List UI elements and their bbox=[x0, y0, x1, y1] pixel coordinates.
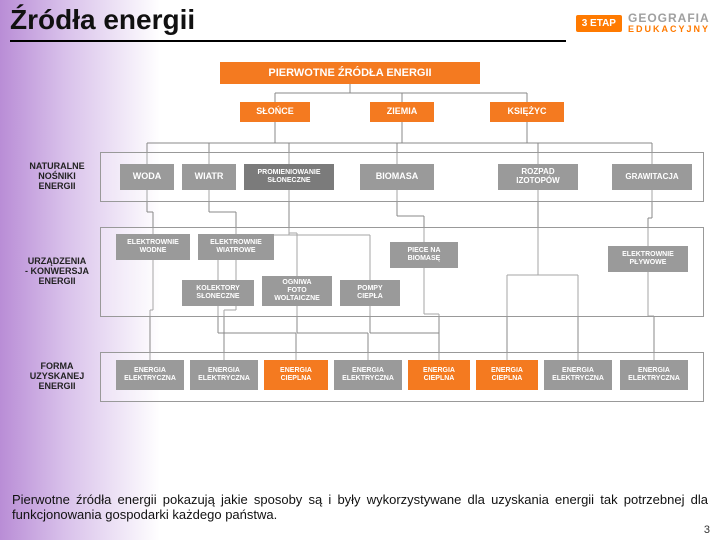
node-en7: ENERGIA ELEKTRYCZNA bbox=[544, 360, 612, 390]
node-biom: BIOMASA bbox=[360, 164, 434, 190]
node-en6: ENERGIA CIEPLNA bbox=[476, 360, 538, 390]
node-ksiezyc: KSIĘŻYC bbox=[490, 102, 564, 122]
node-eply: ELEKTROWNIE PŁYWOWE bbox=[608, 246, 688, 272]
logo-line2: EDUKACYJNY bbox=[628, 24, 710, 34]
page-number: 3 bbox=[704, 524, 710, 536]
node-en4: ENERGIA ELEKTRYCZNA bbox=[334, 360, 402, 390]
row-label: URZĄDZENIA - KONWERSJA ENERGII bbox=[18, 257, 96, 287]
node-rozpad: ROZPAD IZOTOPÓW bbox=[498, 164, 578, 190]
node-en5: ENERGIA CIEPLNA bbox=[408, 360, 470, 390]
page-title: Źródła energii bbox=[10, 4, 566, 42]
node-en1: ENERGIA ELEKTRYCZNA bbox=[116, 360, 184, 390]
node-slonce: SŁOŃCE bbox=[240, 102, 310, 122]
node-prom: PROMIENIOWANIE SŁONECZNE bbox=[244, 164, 334, 190]
node-root: PIERWOTNE ŹRÓDŁA ENERGII bbox=[220, 62, 480, 84]
node-ewia: ELEKTROWNIE WIATROWE bbox=[198, 234, 274, 260]
diagram: NATURALNE NOŚNIKI ENERGII URZĄDZENIA - KO… bbox=[0, 62, 720, 462]
node-ewod: ELEKTROWNIE WODNE bbox=[116, 234, 190, 260]
node-piece: PIECE NA BIOMASĘ bbox=[390, 242, 458, 268]
node-ogfw: OGNIWA FOTO WOLTAICZNE bbox=[262, 276, 332, 306]
node-wiatr: WIATR bbox=[182, 164, 236, 190]
node-ziemia: ZIEMIA bbox=[370, 102, 434, 122]
logo-line1: GEOGRAFIA bbox=[628, 12, 710, 24]
node-graw: GRAWITACJA bbox=[612, 164, 692, 190]
logo: 3 ETAP GEOGRAFIA EDUKACYJNY bbox=[576, 12, 710, 34]
node-en3: ENERGIA CIEPLNA bbox=[264, 360, 328, 390]
row-label: NATURALNE NOŚNIKI ENERGII bbox=[18, 162, 96, 192]
node-en2: ENERGIA ELEKTRYCZNA bbox=[190, 360, 258, 390]
node-en8: ENERGIA ELEKTRYCZNA bbox=[620, 360, 688, 390]
row-label: FORMA UZYSKANEJ ENERGII bbox=[18, 362, 96, 392]
caption: Pierwotne źródła energii pokazują jakie … bbox=[12, 492, 708, 522]
node-pompy: POMPY CIEPŁA bbox=[340, 280, 400, 306]
header: Źródła energii 3 ETAP GEOGRAFIA EDUKACYJ… bbox=[0, 0, 720, 42]
node-kols: KOLEKTORY SŁONECZNE bbox=[182, 280, 254, 306]
logo-text: GEOGRAFIA EDUKACYJNY bbox=[628, 12, 710, 34]
logo-etap: 3 ETAP bbox=[576, 15, 622, 32]
node-woda: WODA bbox=[120, 164, 174, 190]
